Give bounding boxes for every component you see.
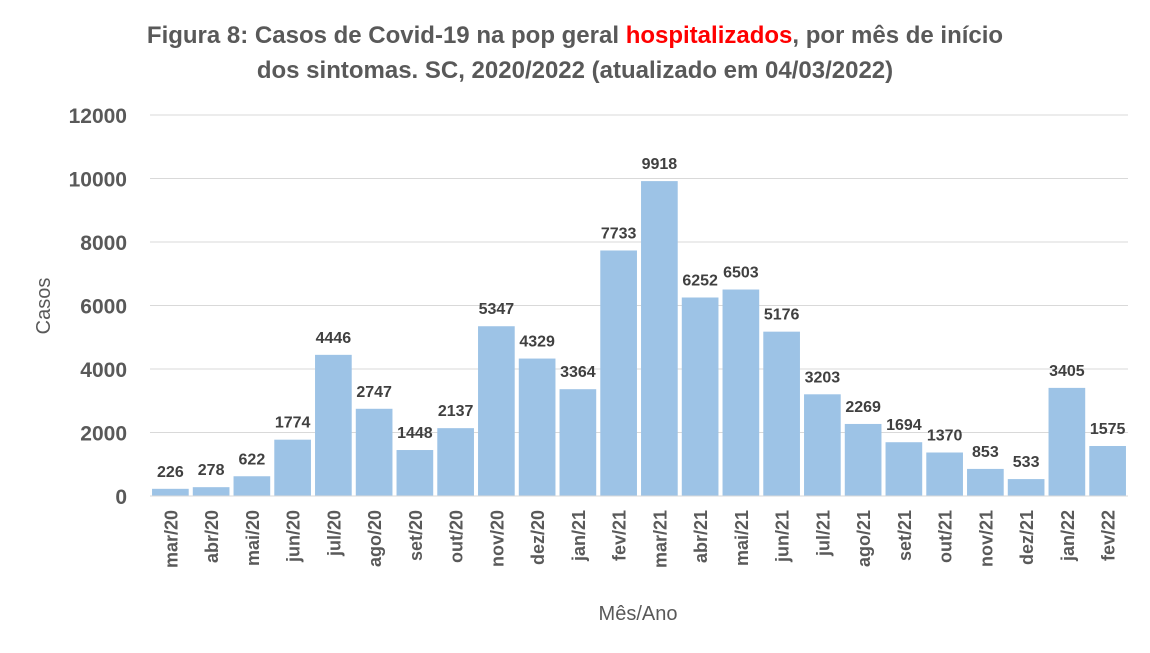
- x-tick-label: jun/20: [284, 510, 304, 563]
- bar: [355, 408, 393, 496]
- bar: [233, 476, 271, 496]
- data-label: 1448: [397, 425, 433, 442]
- bar: [396, 450, 434, 496]
- x-tick-label: jul/20: [324, 510, 344, 557]
- data-label: 9918: [642, 156, 678, 173]
- chart-title-line-2: dos sintomas. SC, 2020/2022 (atualizado …: [256, 57, 894, 84]
- y-tick-label: 6000: [80, 296, 127, 319]
- bar: [192, 487, 230, 496]
- x-tick-label: ago/20: [365, 510, 385, 567]
- x-tick-label: out/20: [447, 510, 467, 563]
- chart-title-prefix: Figura 8: Casos de Covid-19 na pop geral: [146, 22, 626, 49]
- bar: [152, 488, 189, 496]
- bar: [885, 442, 923, 496]
- x-tick-label: dez/21: [1017, 510, 1037, 565]
- data-label: 2137: [438, 403, 474, 420]
- x-tick-label: nov/20: [487, 510, 507, 567]
- bar: [763, 331, 800, 496]
- data-label: 2747: [356, 384, 392, 401]
- bar: [274, 439, 311, 496]
- data-label: 5176: [764, 307, 800, 324]
- bar: [437, 428, 474, 496]
- data-label: 1575: [1090, 421, 1126, 438]
- x-tick-label: mar/20: [161, 510, 181, 568]
- x-tick-label: set/21: [895, 510, 915, 561]
- x-tick-label: mai/20: [243, 510, 263, 566]
- x-tick-label: fev/22: [1099, 510, 1119, 561]
- y-tick-label: 8000: [80, 232, 127, 255]
- bar: [600, 250, 637, 496]
- data-label: 533: [1013, 454, 1040, 471]
- bar: [1048, 387, 1086, 496]
- chart-title: Figura 8: Casos de Covid-19 na pop geral…: [0, 18, 1150, 88]
- data-label: 3364: [560, 364, 596, 381]
- x-tick-label: dez/20: [528, 510, 548, 565]
- x-axis-ticks: mar/20 abr/20 mai/20 jun/20 jul/20 ago/20 set/…: [161, 510, 1118, 568]
- data-label: 4446: [316, 330, 352, 347]
- y-tick-label: 4000: [80, 359, 127, 382]
- x-tick-label: set/20: [406, 510, 426, 561]
- data-label: 7733: [601, 225, 637, 242]
- bar: [967, 468, 1004, 496]
- data-label: 6503: [723, 265, 759, 282]
- bar: [926, 452, 963, 496]
- y-tick-label: 0: [115, 486, 127, 509]
- bars: [152, 181, 1126, 496]
- data-label: 1370: [927, 428, 963, 445]
- data-label: 622: [239, 451, 266, 468]
- x-tick-label: fev/21: [610, 510, 630, 561]
- data-label: 2269: [845, 399, 881, 416]
- bar: [804, 394, 841, 496]
- x-tick-label: abr/20: [202, 510, 222, 563]
- x-tick-label: jul/21: [813, 510, 833, 557]
- bar: [518, 358, 556, 496]
- bar: [1089, 445, 1126, 496]
- chart-title-suffix: , por mês de início: [792, 22, 1004, 49]
- gridlines: [150, 114, 1128, 433]
- data-label: 1694: [886, 417, 922, 434]
- chart-title-line-1: Figura 8: Casos de Covid-19 na pop geral…: [0, 18, 1150, 53]
- x-tick-label: nov/21: [976, 510, 996, 567]
- y-tick-label: 10000: [69, 169, 127, 192]
- bar: [1007, 479, 1045, 496]
- data-label: 6252: [682, 272, 718, 289]
- bar: [478, 326, 515, 496]
- bar: [844, 423, 882, 496]
- data-label: 3405: [1049, 363, 1085, 380]
- y-axis-label: Casos: [33, 278, 55, 335]
- x-tick-label: jan/22: [1058, 510, 1078, 562]
- data-label: 853: [972, 444, 999, 461]
- bar: [722, 289, 760, 496]
- data-label: 3203: [805, 369, 841, 386]
- y-tick-label: 12000: [69, 105, 127, 128]
- y-axis-ticks: 0 2000 4000 6000 8000 10000 12000: [69, 105, 127, 509]
- bar: [315, 354, 352, 496]
- y-tick-label: 2000: [80, 423, 127, 446]
- bar: [559, 389, 597, 496]
- data-label: 5347: [479, 301, 515, 318]
- data-label: 278: [198, 462, 225, 479]
- data-label: 4329: [519, 334, 555, 351]
- x-axis-label: Mês/Ano: [599, 603, 678, 625]
- x-tick-label: jun/21: [773, 510, 793, 563]
- x-tick-label: out/21: [936, 510, 956, 563]
- chart-title-highlight: hospitalizados: [625, 22, 793, 49]
- bar: [641, 181, 678, 496]
- x-tick-label: mar/21: [650, 510, 670, 568]
- bar: [681, 297, 719, 496]
- x-tick-label: ago/21: [854, 510, 874, 567]
- x-tick-label: jan/21: [569, 510, 589, 562]
- data-label: 1774: [275, 415, 311, 432]
- x-tick-label: mai/21: [732, 510, 752, 566]
- data-label: 226: [157, 464, 184, 481]
- x-tick-label: abr/21: [691, 510, 711, 563]
